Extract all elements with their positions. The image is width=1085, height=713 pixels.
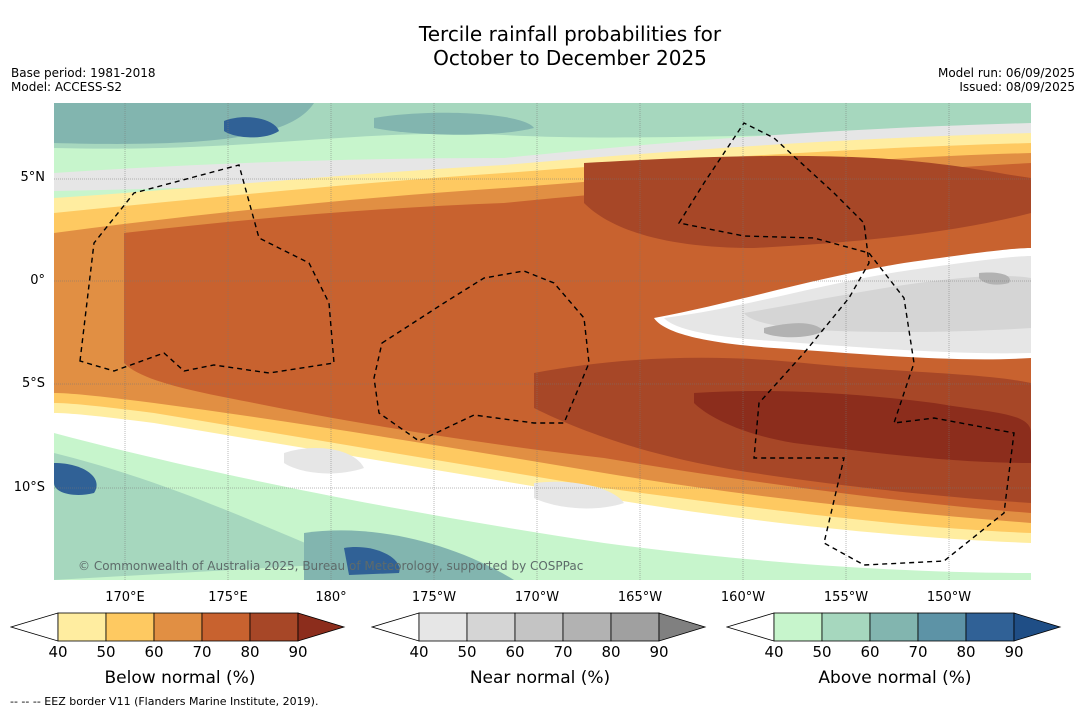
- colorbar-tick-label: 70: [553, 643, 573, 661]
- run-info: Model run: 06/09/2025 Issued: 08/09/2025: [938, 66, 1075, 94]
- colorbar-segment: [105, 612, 155, 642]
- colorbar-tick-label: 80: [240, 643, 260, 661]
- lon-label-165w: 165°W: [617, 590, 663, 605]
- colorbar-tick-label: 80: [601, 643, 621, 661]
- colorbar-tick-label: 40: [48, 643, 68, 661]
- colorbar-segment: [514, 612, 564, 642]
- graticule: [54, 103, 1031, 580]
- colorbar-segment: [821, 612, 871, 642]
- lat-label-0: 0°: [30, 273, 45, 288]
- colorbar-title-below: Below normal (%): [104, 668, 256, 688]
- colorbar-tick-label: 70: [908, 643, 928, 661]
- lon-label-180: 180°: [315, 590, 347, 605]
- eez-line-islands: [677, 122, 1015, 566]
- region-above-70-north-b: [374, 112, 534, 135]
- lat-label-5s: 5°S: [21, 376, 45, 391]
- rainfall-probability-map: [54, 103, 1031, 580]
- region-below-max: [694, 391, 1031, 463]
- colorbar-segment: [153, 612, 203, 642]
- colorbar-tick-label: 90: [649, 643, 669, 661]
- eez-tokelau-phoenix: [373, 270, 590, 442]
- colorbar-segment: [249, 612, 299, 642]
- region-below-90-north: [584, 155, 1031, 248]
- lon-label-175e: 175°E: [208, 590, 248, 605]
- region-above-90-south-west: [54, 463, 97, 495]
- base-period: Base period: 1981-2018: [11, 66, 156, 80]
- lon-label-160w: 160°W: [720, 590, 766, 605]
- colorbar-below-normal: [10, 612, 346, 642]
- colorbar-tick-label: 60: [505, 643, 525, 661]
- lat-label-5n: 5°N: [20, 170, 46, 185]
- colorbar-tick-label: 40: [764, 643, 784, 661]
- colorbar-title-near: Near normal (%): [469, 668, 611, 688]
- lon-label-150w: 150°W: [926, 590, 972, 605]
- base-info: Base period: 1981-2018 Model: ACCESS-S2: [11, 66, 156, 94]
- eez-kiribati-gilbert: [79, 164, 335, 374]
- lon-label-170e: 170°E: [105, 590, 145, 605]
- map-title-line1: Tercile rainfall probabilities for: [418, 22, 722, 46]
- colorbar-tick-label: 80: [956, 643, 976, 661]
- colorbar-tick-label: 50: [96, 643, 116, 661]
- colorbar-arrow-high: [658, 612, 707, 642]
- colorbar-segment: [57, 612, 107, 642]
- region-near-70: [764, 323, 824, 338]
- colorbar-segment: [562, 612, 612, 642]
- colorbar-arrow-low: [371, 612, 420, 642]
- eez-borders: [79, 122, 1015, 566]
- copyright-notice: © Commonwealth of Australia 2025, Bureau…: [78, 559, 584, 573]
- model-name: Model: ACCESS-S2: [11, 80, 123, 94]
- colorbar-arrow-high: [297, 612, 346, 642]
- colorbar-arrow-low: [10, 612, 59, 642]
- colorbar-arrow-low: [726, 612, 775, 642]
- colorbar-segment: [418, 612, 468, 642]
- colorbar-title-above: Above normal (%): [818, 668, 972, 688]
- colorbar-above-normal: [726, 612, 1062, 642]
- colorbar-segment: [466, 612, 516, 642]
- lon-label-170w: 170°W: [514, 590, 560, 605]
- colorbar-segment: [917, 612, 967, 642]
- colorbar-segment: [773, 612, 823, 642]
- region-near-north: [54, 123, 1031, 191]
- lon-label-155w: 155°W: [823, 590, 869, 605]
- colorbar-tick-label: 40: [409, 643, 429, 661]
- lat-label-10s: 10°S: [13, 480, 45, 495]
- colorbar-tick-label: 70: [192, 643, 212, 661]
- colorbar-tick-label: 50: [812, 643, 832, 661]
- colorbar-tick-label: 60: [860, 643, 880, 661]
- lon-label-175w: 175°W: [411, 590, 457, 605]
- region-near-50: [744, 276, 1031, 333]
- colorbar-tick-label: 90: [1004, 643, 1024, 661]
- colorbar-arrow-high: [1013, 612, 1062, 642]
- model-run-date: Model run: 06/09/2025: [937, 66, 1075, 80]
- colorbar-segment: [610, 612, 660, 642]
- region-above-90-north: [224, 117, 279, 138]
- region-near-south-b: [534, 481, 624, 509]
- map-title-line2: October to December 2025: [433, 46, 707, 70]
- region-above-90-south: [344, 547, 400, 575]
- colorbar-tick-label: 90: [288, 643, 308, 661]
- region-near-south: [284, 448, 364, 474]
- region-near-70-b: [979, 272, 1010, 285]
- colorbar-segment: [869, 612, 919, 642]
- colorbar-segment: [201, 612, 251, 642]
- issued-date: Issued: 08/09/2025: [959, 80, 1075, 94]
- colorbar-tick-label: 60: [144, 643, 164, 661]
- colorbar-segment: [965, 612, 1015, 642]
- region-above-60-south: [54, 453, 354, 580]
- colorbar-near-normal: [371, 612, 707, 642]
- eez-footnote: -- -- -- EEZ border V11 (Flanders Marine…: [10, 695, 319, 708]
- colorbar-tick-label: 50: [457, 643, 477, 661]
